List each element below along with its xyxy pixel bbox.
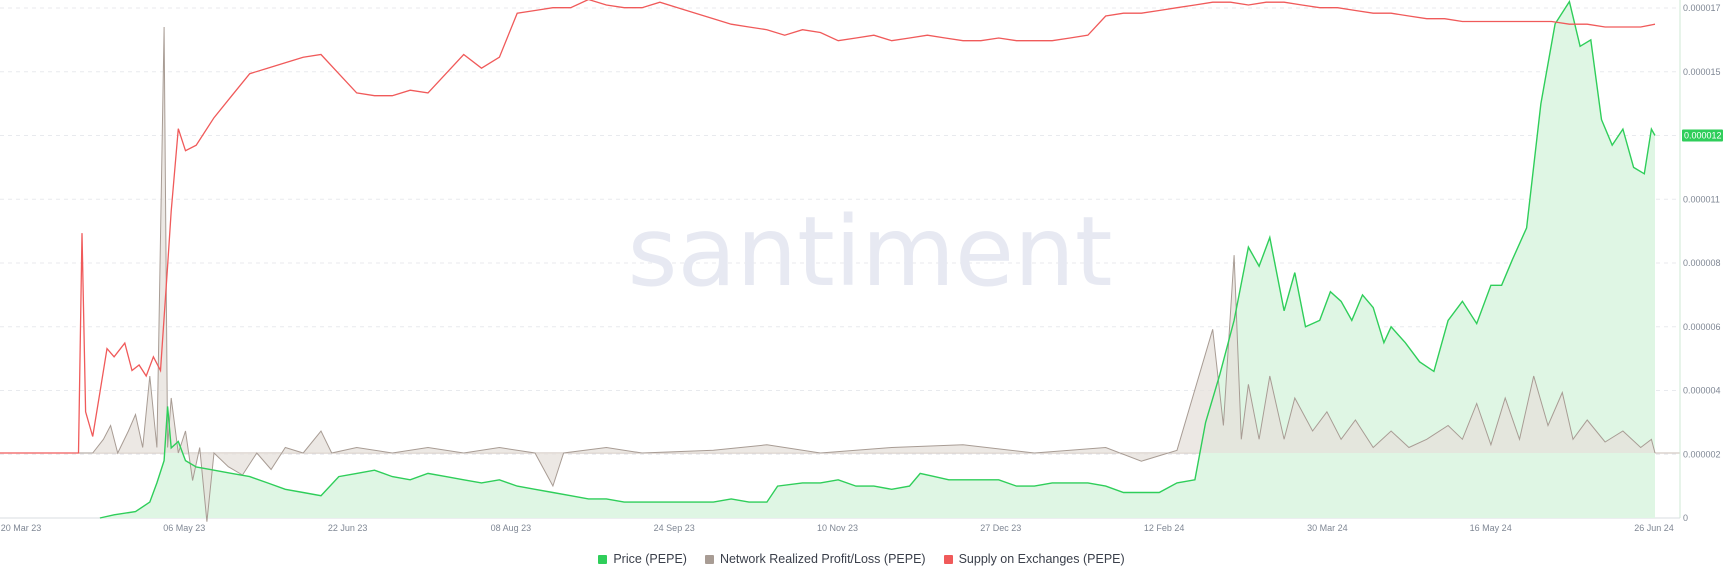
legend-swatch xyxy=(943,554,953,564)
price-badge-bg xyxy=(1682,129,1723,142)
y-tick-label: 0.000017 xyxy=(1683,3,1721,13)
x-tick-label: 20 Mar 23 xyxy=(1,523,42,533)
legend-label: Price (PEPE) xyxy=(613,552,687,566)
legend-item[interactable]: Price (PEPE) xyxy=(598,552,687,566)
price-area xyxy=(99,1,1655,519)
legend-item[interactable]: Network Realized Profit/Loss (PEPE) xyxy=(704,552,926,566)
watermark: santiment xyxy=(627,196,1112,308)
x-tick-label: 12 Feb 24 xyxy=(1144,523,1185,533)
nrpl-line xyxy=(0,26,1656,522)
x-tick-label: 16 May 24 xyxy=(1470,523,1512,533)
x-tick-label: 22 Jun 23 xyxy=(328,523,368,533)
legend-swatch xyxy=(598,554,608,564)
y-tick-label: 0.000011 xyxy=(1683,194,1720,204)
y-tick-label: 0.000008 xyxy=(1683,258,1721,268)
x-axis: 20 Mar 23 06 May 23 22 Jun 23 08 Aug 23 24 S… xyxy=(1,523,1674,533)
legend-swatch xyxy=(704,554,714,564)
y-axis-right: 0 0.000002 0.000004 0.000006 0.000008 0.00001… xyxy=(1679,0,1721,523)
y-tick-label: 0.000006 xyxy=(1683,322,1721,332)
x-tick-label: 26 Jun 24 xyxy=(1634,523,1674,533)
legend: Price (PEPE) Network Realized Profit/Loss… xyxy=(0,552,1723,566)
price-badge: 0.000012 xyxy=(1682,129,1723,142)
x-tick-label: 30 Mar 24 xyxy=(1307,523,1348,533)
price-line xyxy=(99,0,1656,519)
legend-label: Supply on Exchanges (PEPE) xyxy=(958,552,1125,566)
legend-label: Network Realized Profit/Loss (PEPE) xyxy=(719,552,926,566)
y-tick-label: 0.000002 xyxy=(1683,449,1721,459)
price-badge-label: 0.000012 xyxy=(1684,131,1722,141)
series-layer xyxy=(0,0,1656,522)
x-tick-label: 27 Dec 23 xyxy=(980,523,1021,533)
y-tick-label: 0.000004 xyxy=(1683,386,1721,396)
x-tick-label: 08 Aug 23 xyxy=(491,523,532,533)
x-tick-label: 06 May 23 xyxy=(163,523,205,533)
x-tick-label: 10 Nov 23 xyxy=(817,523,858,533)
y-tick-label: 0 xyxy=(1683,513,1688,523)
y-tick-label: 0.000015 xyxy=(1683,67,1721,77)
supply-line xyxy=(0,0,1656,454)
x-tick-label: 24 Sep 23 xyxy=(654,523,695,533)
legend-item[interactable]: Supply on Exchanges (PEPE) xyxy=(943,552,1125,566)
